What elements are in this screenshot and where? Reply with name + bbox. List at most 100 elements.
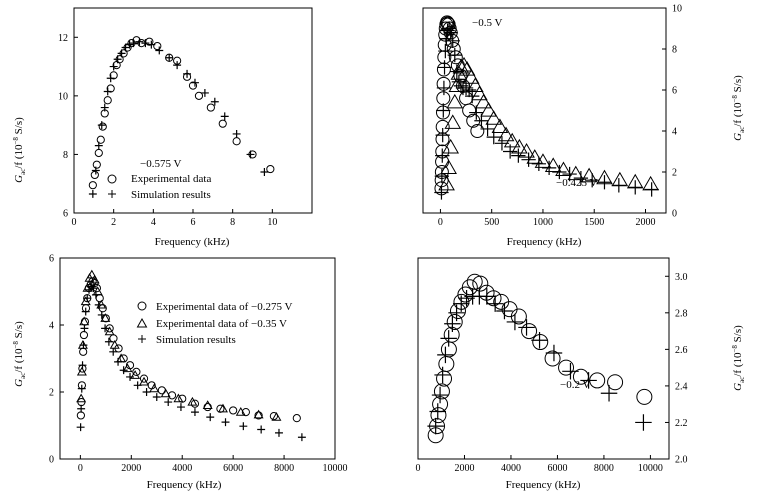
data-point-plus [449, 64, 464, 79]
data-point-plus [97, 310, 106, 319]
data-point-plus [94, 300, 103, 309]
data-point-triangle [642, 175, 659, 191]
panel-3-ylabel-sub: ac [19, 373, 27, 379]
data-point-triangle [89, 274, 100, 284]
data-point-plus [511, 148, 526, 163]
data-point-plus [434, 185, 449, 200]
data-point-triangle [503, 132, 521, 148]
panel-3-y-axis-label: Gac/f (10−8 S/s) [12, 321, 27, 387]
data-point-circle [106, 84, 115, 93]
data-point-plus [474, 113, 489, 128]
data-point-plus [94, 141, 103, 150]
data-point-plus [275, 428, 283, 437]
data-point-triangle [471, 85, 488, 101]
x-tick-label: 8000 [594, 463, 614, 474]
y-tick-label: 6 [672, 86, 677, 97]
data-point-plus [85, 285, 93, 294]
panel-1-y-axis-label: Gac/f (10−8 S/s) [12, 117, 27, 183]
panel-1-ylabel-main: G [13, 175, 25, 183]
data-point-circle [194, 91, 204, 100]
y-tick-label: 0 [672, 209, 677, 220]
data-point-circle [203, 402, 212, 412]
data-point-plus [257, 425, 266, 434]
panel-3-ylabel-sup: −8 [12, 341, 20, 349]
data-point-triangle [567, 165, 585, 181]
data-point-plus [297, 433, 306, 442]
x-tick-label: 1500 [584, 217, 604, 228]
data-point-plus [113, 55, 122, 64]
data-point-plus [562, 363, 579, 380]
panel-2-ylabel-end: S/s) [732, 75, 744, 95]
legend-triangle-marker [136, 317, 148, 328]
panel-2-annotation-1: −0.5 V [472, 17, 503, 29]
data-point-triangle [187, 396, 198, 406]
data-point-plus [126, 372, 134, 381]
data-point-circle [109, 334, 118, 343]
data-point-circle [472, 275, 489, 292]
x-tick-label: 10 [267, 217, 277, 228]
data-point-circle [88, 181, 97, 190]
panel-2-x-axis-label: Frequency (kHz) [507, 236, 582, 248]
data-point-plus [494, 136, 510, 151]
data-point-circle [436, 91, 451, 106]
data-point-circle [532, 334, 549, 351]
panel-3-marks [76, 269, 306, 442]
data-point-triangle [160, 388, 171, 398]
panel-3-ylabel-end: S/s) [13, 321, 25, 341]
legend-plus-marker [108, 190, 116, 198]
data-point-plus [183, 69, 192, 78]
data-point-plus [431, 386, 449, 404]
data-point-triangle [518, 143, 535, 158]
data-point-plus [100, 103, 109, 112]
data-point-plus [109, 347, 118, 356]
data-point-circle [109, 71, 118, 80]
data-point-plus [585, 173, 600, 188]
data-point-plus [496, 302, 513, 320]
data-point-plus [573, 171, 589, 186]
y-tick-label: 6 [63, 209, 68, 220]
data-point-plus [91, 166, 100, 175]
panel-3-legend-item-3: Simulation results [156, 334, 236, 346]
data-point-circle [292, 414, 301, 423]
data-point-plus [434, 366, 451, 384]
data-point-plus [448, 304, 465, 322]
panel-3-ylabel-rest: /f (10 [13, 348, 25, 373]
x-tick-label: 2000 [454, 463, 474, 474]
data-point-plus [552, 164, 567, 180]
data-point-circle [103, 96, 112, 105]
data-point-triangle [76, 393, 87, 403]
x-tick-label: 0 [416, 463, 421, 474]
data-point-circle [607, 374, 624, 391]
y-tick-label: 10 [672, 4, 682, 15]
data-point-circle [218, 119, 227, 128]
data-point-triangle [485, 110, 503, 125]
data-point-triangle [253, 409, 264, 419]
plot-frame [422, 7, 667, 214]
data-point-circle [462, 103, 477, 118]
data-point-triangle [173, 393, 184, 403]
data-point-plus [206, 413, 215, 422]
x-tick-label: 6000 [547, 463, 567, 474]
panel-2-ylabel-sub: ac [738, 127, 746, 133]
y-tick-label: 3.0 [675, 272, 688, 283]
data-point-plus [436, 80, 452, 96]
data-point-triangle [458, 61, 476, 76]
panel-4-axes: 0 2000 4000 6000 8000 10000 2.0 2.2 2.4 2.6 2.8 3.0 [416, 257, 688, 474]
panel-1-ylabel-end: S/s) [13, 117, 25, 137]
data-point-plus [103, 87, 112, 96]
data-point-triangle [76, 366, 87, 376]
data-point-plus [88, 190, 97, 198]
panel-1-x-axis-label: Frequency (kHz) [155, 236, 230, 248]
data-point-plus [83, 294, 92, 303]
y-tick-label: 2.0 [675, 455, 688, 466]
data-point-circle [430, 407, 447, 424]
data-point-plus [232, 129, 241, 138]
data-point-plus [80, 324, 89, 333]
data-point-circle [139, 374, 149, 383]
panel-4-ylabel-end: S/s) [732, 325, 744, 345]
data-point-triangle [444, 114, 462, 129]
panel-2-marks [434, 15, 659, 200]
data-point-plus [440, 330, 457, 347]
data-point-plus [435, 127, 450, 143]
data-point-triangle [491, 118, 509, 134]
